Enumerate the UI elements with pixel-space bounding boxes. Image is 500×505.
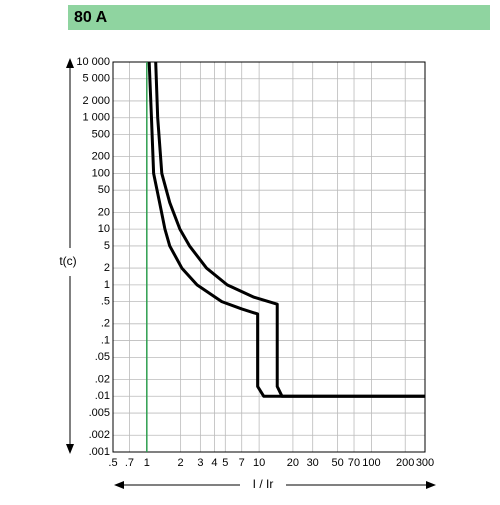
x-tick-label: 1 (144, 457, 150, 469)
y-tick-label: 100 (92, 167, 110, 179)
y-tick-label: 2 (104, 262, 110, 274)
plot-area (113, 62, 425, 452)
x-tick-label: 100 (362, 457, 380, 469)
plot-frame (112, 61, 426, 453)
y-axis-label: t(c) (59, 254, 76, 268)
chart-title: 80 A (74, 9, 108, 26)
x-tick-label: 70 (348, 457, 360, 469)
y-tick-label: .2 (101, 318, 110, 330)
x-tick-label: 300 (416, 457, 434, 469)
y-tick-label: 1 000 (82, 112, 110, 124)
x-tick-label: 7 (239, 457, 245, 469)
x-axis-label: I / Ir (253, 477, 274, 491)
y-tick-label: 2 000 (82, 95, 110, 107)
x-tick-label: .7 (125, 457, 134, 469)
arrow-head (114, 481, 124, 489)
y-tick-label: .005 (89, 407, 110, 419)
y-tick-label: .002 (89, 429, 110, 441)
y-tick-label: 10 000 (76, 56, 110, 68)
x-tick-label: 5 (222, 457, 228, 469)
x-tick-label: 10 (253, 457, 265, 469)
curve (154, 61, 425, 398)
y-tick-label: 5 000 (82, 73, 110, 85)
x-tick-label: 3 (197, 457, 203, 469)
arrow-head (426, 481, 436, 489)
x-tick-label: 2 (178, 457, 184, 469)
y-tick-label: 200 (92, 151, 110, 163)
y-tick-label: .1 (101, 334, 110, 346)
y-tick-label: 10 (98, 223, 110, 235)
y-tick-label: 1 (104, 279, 110, 291)
x-tick-label: 20 (287, 457, 299, 469)
y-tick-label: .5 (101, 296, 110, 308)
header-bar (68, 5, 490, 30)
arrow-head (66, 58, 74, 68)
x-tick-label: 30 (307, 457, 319, 469)
x-tick-label: .5 (108, 457, 117, 469)
y-tick-label: .001 (89, 446, 110, 458)
x-tick-label: 4 (211, 457, 217, 469)
y-tick-label: .02 (95, 373, 110, 385)
arrow-head (66, 444, 74, 454)
y-tick-label: 20 (98, 206, 110, 218)
y-tick-label: .05 (95, 351, 110, 363)
x-tick-label: 200 (396, 457, 414, 469)
y-tick-label: 5 (104, 240, 110, 252)
y-tick-label: .01 (95, 390, 110, 402)
curve (147, 61, 425, 398)
y-tick-label: 500 (92, 128, 110, 140)
x-tick-label: 50 (331, 457, 343, 469)
y-tick-label: 50 (98, 184, 110, 196)
